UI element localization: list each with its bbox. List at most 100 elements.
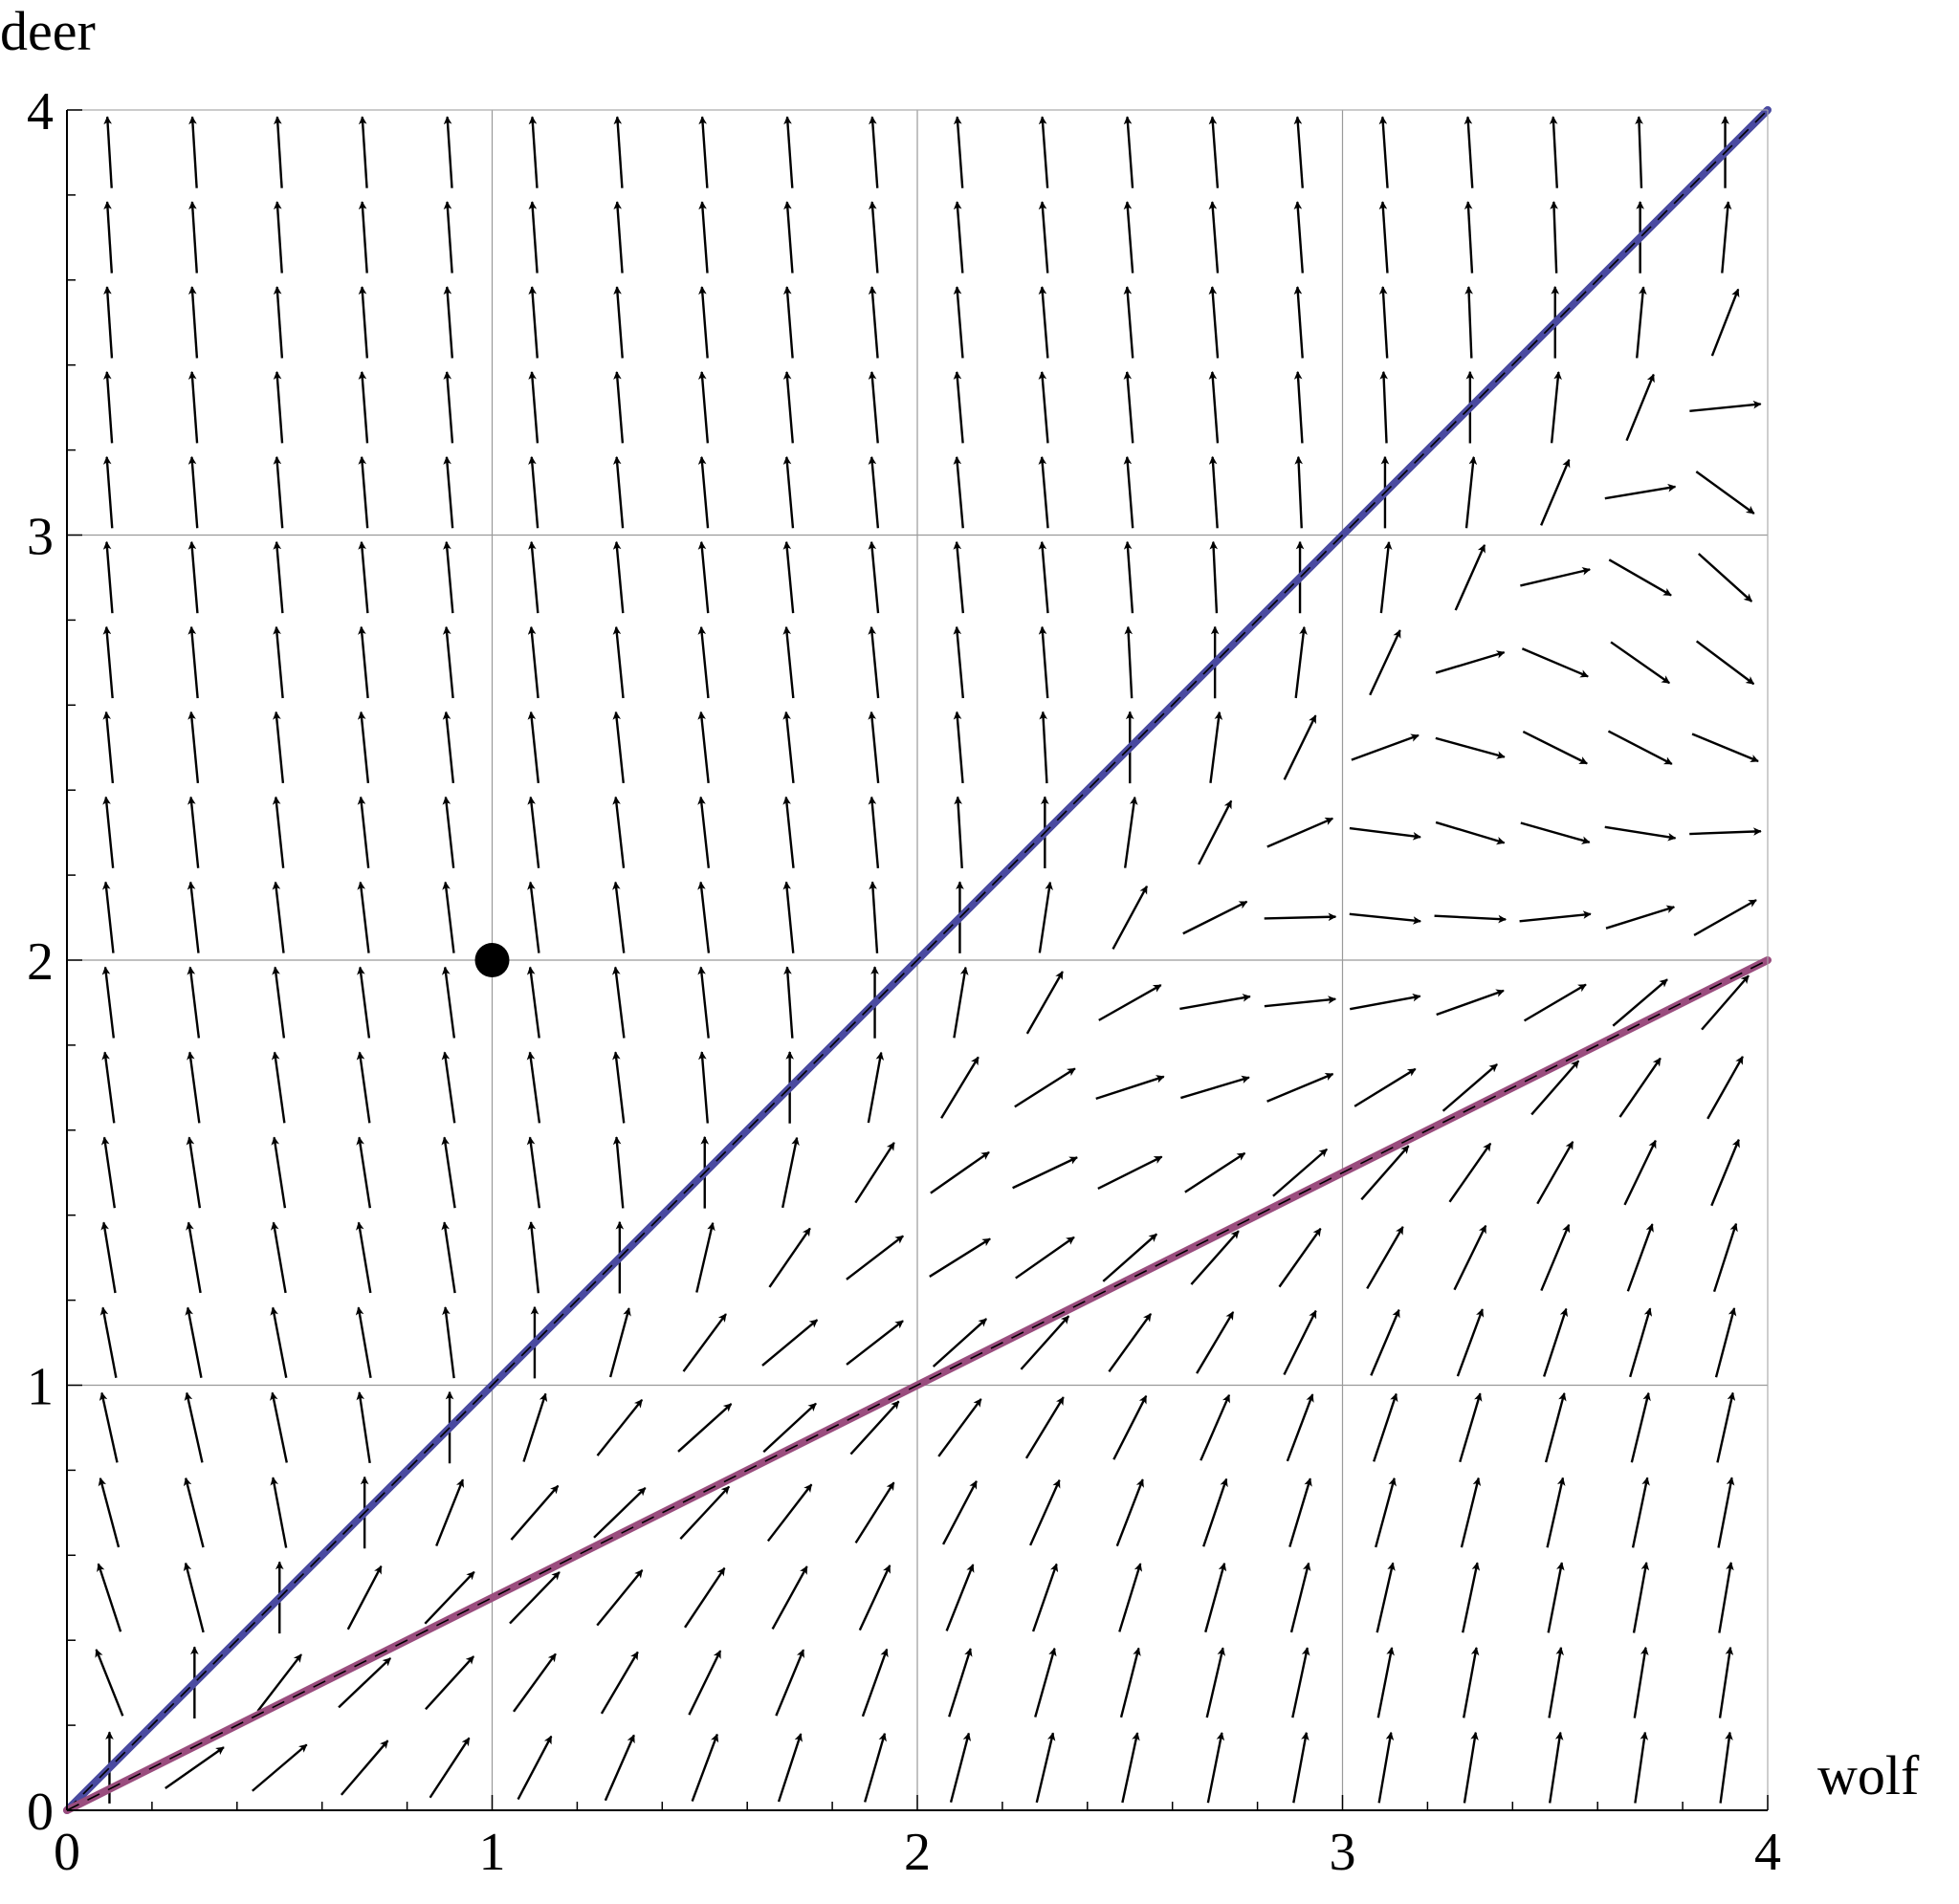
field-arrow [1378,286,1389,359]
field-arrow [698,286,709,359]
field-arrow [929,1237,991,1278]
field-arrow [1288,1477,1312,1547]
field-arrow [102,711,115,784]
field-arrow [1464,116,1474,188]
field-arrow [443,286,453,359]
field-arrow [1360,1145,1410,1201]
field-arrow [1548,1731,1564,1804]
field-arrow [103,286,114,359]
field-arrow [1038,625,1049,699]
field-arrow [1379,540,1393,614]
field-arrow [101,966,116,1039]
field-arrow [1350,993,1421,1011]
field-arrow [165,1746,225,1789]
field-arrow [1448,1142,1492,1203]
field-arrow [1035,1732,1056,1804]
field-arrow [1208,371,1220,444]
field-arrow [1435,650,1506,674]
field-arrow [1716,1391,1736,1463]
field-arrow [868,455,880,529]
field-arrow [1208,455,1219,529]
field-arrow [271,1051,286,1124]
field-arrow [949,1732,972,1803]
reference-lines [63,106,1772,1814]
field-arrow [1119,1647,1141,1718]
field-arrow [1198,799,1233,865]
field-arrow [1351,733,1420,761]
field-arrow [1108,1313,1153,1373]
field-arrow [1208,201,1220,274]
field-arrow [612,540,625,614]
field-arrow [1536,1141,1574,1205]
field-arrow [1712,1222,1738,1293]
field-arrow [527,796,540,868]
field-arrow [1031,1563,1059,1632]
field-arrow [600,1651,639,1715]
field-arrow [355,1306,372,1379]
field-arrow [187,540,199,614]
field-arrow [1349,912,1421,925]
field-arrow [783,201,794,274]
field-arrow [273,625,284,699]
field-arrow [358,201,368,274]
field-arrow [1454,544,1486,611]
field-arrow [357,796,370,868]
field-arrow [953,286,964,359]
field-arrow [677,1403,733,1453]
field-arrow [1610,641,1670,685]
field-arrow [1278,1227,1322,1288]
field-arrow [527,711,540,784]
field-arrow [1118,1563,1143,1632]
x-tick-label: 4 [1754,1823,1781,1882]
field-arrow [103,371,114,444]
field-arrow [782,796,795,868]
field-arrow [256,1653,302,1712]
reference-line-dashed-1 [66,109,1769,1811]
field-arrow [611,966,626,1039]
field-arrow [441,966,456,1039]
field-arrow [273,711,285,784]
field-arrow [103,201,114,274]
field-arrow [187,966,201,1039]
field-arrow [187,625,199,699]
field-arrow [103,116,113,188]
field-arrow [187,711,200,784]
field-arrow [186,1221,202,1294]
field-arrow [697,455,710,529]
field-arrow [1540,458,1571,526]
field-arrow [1294,625,1308,699]
field-arrow [442,881,455,953]
field-arrow [186,1136,202,1209]
field-arrow [443,540,454,614]
x-tick-label: 3 [1330,1823,1356,1882]
field-arrow [1378,201,1389,274]
field-arrow [682,1313,727,1372]
field-arrow [270,1306,288,1378]
field-arrow [1520,567,1591,587]
y-axis-label: deer [0,0,96,62]
y-tick-label: 4 [27,82,54,142]
field-arrow [1456,1308,1485,1377]
field-arrow [868,201,879,274]
field-arrow [953,116,964,188]
field-arrow [1549,116,1558,188]
field-arrow [270,1477,288,1548]
field-arrow [1123,796,1138,868]
field-arrow [846,1235,904,1280]
field-arrow [1540,1223,1571,1292]
field-arrow [782,371,794,444]
field-arrow [697,881,711,953]
field-arrow [782,455,795,529]
field-arrow [1209,540,1219,614]
field-arrow [185,1306,203,1378]
field-arrow [1530,1060,1580,1116]
field-arrow [612,1136,625,1209]
field-arrow [441,1136,456,1209]
field-arrow [1283,1309,1317,1376]
field-arrow [527,1221,540,1294]
field-arrow [1695,471,1755,514]
field-arrow [346,1565,383,1630]
y-tick-label: 0 [27,1783,54,1842]
field-arrow [930,1150,990,1194]
field-arrow [271,1136,287,1209]
